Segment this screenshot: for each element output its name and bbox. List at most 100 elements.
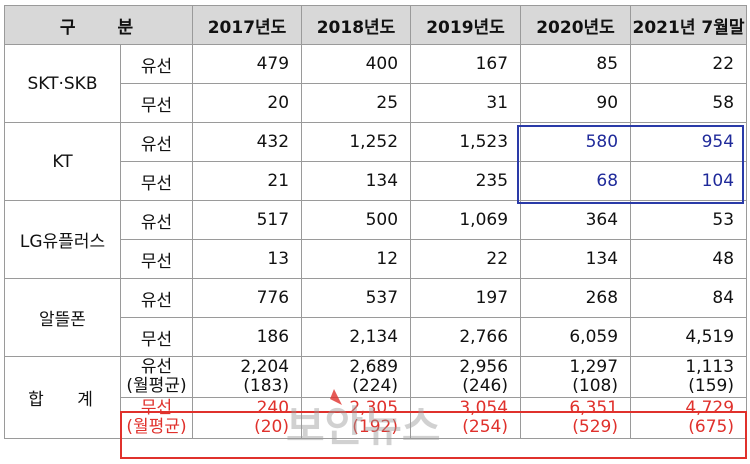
header-category: 구 분 xyxy=(3,5,194,45)
stats-table: 구 분 2017년도 2018년도 2019년도 2020년도 2021년 7월… xyxy=(3,5,748,439)
total-value: 2,204 xyxy=(240,357,290,377)
total-value: 3,054 xyxy=(459,398,509,418)
cell-value: 85 xyxy=(520,44,632,84)
cell-value: 20 xyxy=(192,83,303,123)
type-label: 무선 xyxy=(119,83,194,123)
cell-value: 197 xyxy=(410,278,522,318)
table-row: 무선 186 2,134 2,766 6,059 4,519 xyxy=(5,317,748,357)
total-cell: 1,297 (108) xyxy=(520,356,632,398)
cell-value: 235 xyxy=(410,161,522,201)
cell-value: 517 xyxy=(192,200,303,240)
total-avg: (159) xyxy=(688,376,735,396)
cell-value: 134 xyxy=(520,239,632,279)
cell-value: 432 xyxy=(192,122,303,162)
table-row: KT 유선 432 1,252 1,523 580 954 xyxy=(4,122,748,201)
company-name: 알뜰폰 xyxy=(4,278,121,357)
cell-value: 58 xyxy=(630,83,748,123)
table-row: 무선 21 134 235 68 104 xyxy=(5,161,748,201)
total-value: 240 xyxy=(256,398,290,418)
type-label: 무선 xyxy=(140,398,173,418)
total-cell: 4,729 (675) xyxy=(630,397,748,439)
total-value: 6,351 xyxy=(569,398,619,418)
company-name: SKT·SKB xyxy=(4,44,121,123)
cell-value: 31 xyxy=(410,83,522,123)
total-avg: (254) xyxy=(462,417,509,437)
cell-value: 776 xyxy=(192,278,303,318)
total-cell: 2,689 (224) xyxy=(301,356,412,398)
cell-value: 1,069 xyxy=(410,200,522,240)
total-avg: (183) xyxy=(243,376,290,396)
table-row: LG유플러스 유선 517 500 1,069 364 53 xyxy=(4,200,748,279)
header-year: 2020년도 xyxy=(520,5,632,45)
total-avg: (675) xyxy=(688,417,735,437)
cell-value-highlighted: 68 xyxy=(520,161,632,201)
cell-value: 22 xyxy=(630,44,748,84)
header-year: 2021년 7월말 xyxy=(630,5,748,45)
total-avg: (192) xyxy=(352,417,399,437)
total-cell: 3,054 (254) xyxy=(410,397,522,439)
total-cell: 2,956 (246) xyxy=(410,356,522,398)
type-label: 무선 xyxy=(119,317,194,357)
table-row: 무선 13 12 22 134 48 xyxy=(5,239,748,279)
cell-value: 48 xyxy=(630,239,748,279)
cell-value-highlighted: 954 xyxy=(630,122,748,162)
cell-value: 268 xyxy=(520,278,632,318)
header-year: 2019년도 xyxy=(410,5,522,45)
total-avg: (108) xyxy=(572,376,619,396)
cell-value: 21 xyxy=(192,161,303,201)
total-cell: 2,204 (183) xyxy=(192,356,303,398)
header-year: 2018년도 xyxy=(301,5,412,45)
monthly-avg-label: (월평균) xyxy=(126,376,187,396)
type-label: 유선 xyxy=(119,122,194,162)
table-row: 알뜰폰 유선 776 537 197 268 84 xyxy=(4,278,748,357)
type-label: 무선 xyxy=(119,239,194,279)
cell-value: 13 xyxy=(192,239,303,279)
header-row: 구 분 2017년도 2018년도 2019년도 2020년도 2021년 7월… xyxy=(3,5,748,45)
total-value: 1,113 xyxy=(685,357,735,377)
type-label: 유선 xyxy=(119,200,194,240)
company-name: LG유플러스 xyxy=(4,200,121,279)
cell-value-highlighted: 104 xyxy=(630,161,748,201)
type-label: 유선 xyxy=(119,44,194,84)
total-row-wireless: 무선 (월평균) 240 (20) 2,305 (192) 3,054 (254) 6… xyxy=(5,397,748,439)
total-label: 합 계 xyxy=(4,356,121,439)
cell-value: 25 xyxy=(301,83,412,123)
cell-value: 2,134 xyxy=(301,317,412,357)
cell-value: 12 xyxy=(301,239,412,279)
total-value: 2,305 xyxy=(349,398,399,418)
cell-value: 53 xyxy=(630,200,748,240)
cell-value: 500 xyxy=(301,200,412,240)
total-avg: (224) xyxy=(352,376,399,396)
cell-value: 400 xyxy=(301,44,412,84)
total-cell: 1,113 (159) xyxy=(630,356,748,398)
table-row: SKT·SKB 유선 479 400 167 85 22 xyxy=(4,44,748,123)
cell-value: 90 xyxy=(520,83,632,123)
cell-value: 22 xyxy=(410,239,522,279)
cell-value: 84 xyxy=(630,278,748,318)
table-row: 무선 20 25 31 90 58 xyxy=(5,83,748,123)
total-value: 1,297 xyxy=(569,357,619,377)
total-value: 2,956 xyxy=(459,357,509,377)
total-avg: (246) xyxy=(462,376,509,396)
total-row-wired: 합 계 유선 (월평균) 2,204 (183) 2,689 (224) 2,956… xyxy=(4,356,748,439)
total-value: 2,689 xyxy=(349,357,399,377)
header-year: 2017년도 xyxy=(192,5,303,45)
type-label: 유선 xyxy=(119,278,194,318)
monthly-avg-label: (월평균) xyxy=(126,417,187,437)
cell-value: 2,766 xyxy=(410,317,522,357)
cell-value: 4,519 xyxy=(630,317,748,357)
cell-value: 1,523 xyxy=(410,122,522,162)
type-cell: 유선 (월평균) xyxy=(119,356,194,398)
total-avg: (20) xyxy=(254,417,290,437)
total-cell: 240 (20) xyxy=(192,397,303,439)
total-cell: 6,351 (529) xyxy=(520,397,632,439)
cell-value: 364 xyxy=(520,200,632,240)
cell-value: 6,059 xyxy=(520,317,632,357)
total-avg: (529) xyxy=(572,417,619,437)
type-label: 무선 xyxy=(119,161,194,201)
total-value: 4,729 xyxy=(685,398,735,418)
type-label: 유선 xyxy=(140,357,173,377)
cell-value: 537 xyxy=(301,278,412,318)
cell-value: 1,252 xyxy=(301,122,412,162)
cell-value-highlighted: 580 xyxy=(520,122,632,162)
